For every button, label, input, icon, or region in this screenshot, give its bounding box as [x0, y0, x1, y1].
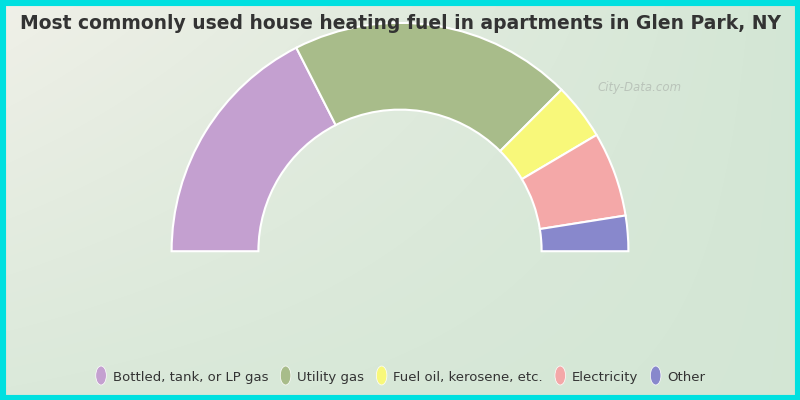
Wedge shape: [500, 90, 597, 179]
Wedge shape: [172, 48, 336, 251]
Text: Most commonly used house heating fuel in apartments in Glen Park, NY: Most commonly used house heating fuel in…: [19, 14, 781, 33]
Text: City-Data.com: City-Data.com: [598, 82, 682, 94]
Legend: Bottled, tank, or LP gas, Utility gas, Fuel oil, kerosene, etc., Electricity, Ot: Bottled, tank, or LP gas, Utility gas, F…: [90, 366, 710, 388]
Wedge shape: [540, 216, 628, 251]
Wedge shape: [522, 135, 626, 229]
Wedge shape: [296, 23, 562, 151]
